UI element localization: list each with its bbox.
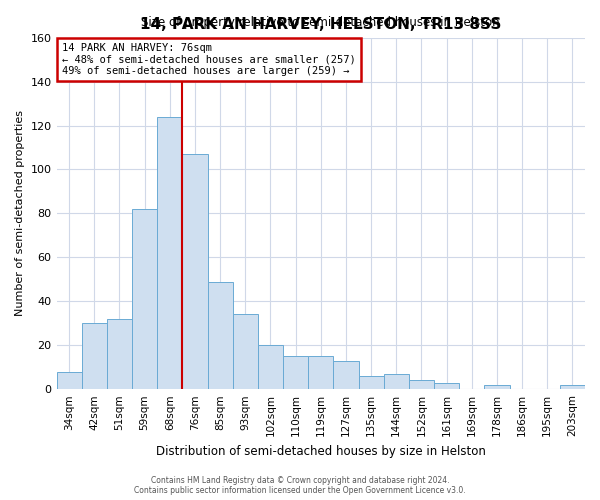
Bar (560, 385, 585, 389)
Bar (258, 345, 283, 389)
Text: Size of property relative to semi-detached houses in Helston: Size of property relative to semi-detach… (142, 16, 500, 29)
Bar (82, 324, 107, 389)
Bar (182, 154, 208, 389)
Bar (157, 116, 182, 389)
Text: Contains HM Land Registry data © Crown copyright and database right 2024.
Contai: Contains HM Land Registry data © Crown c… (134, 476, 466, 495)
Text: 14 PARK AN HARVEY: 76sqm
← 48% of semi-detached houses are smaller (257)
49% of : 14 PARK AN HARVEY: 76sqm ← 48% of semi-d… (62, 43, 356, 76)
Bar (383, 374, 409, 389)
Bar (56, 372, 82, 389)
Bar (283, 356, 308, 389)
Bar (359, 376, 383, 389)
Bar (409, 380, 434, 389)
Bar (132, 209, 157, 389)
Bar (334, 360, 359, 389)
Bar (208, 282, 233, 389)
Bar (308, 356, 334, 389)
Title: 14, PARK AN HARVEY, HELSTON, TR13 8SS: 14, PARK AN HARVEY, HELSTON, TR13 8SS (140, 18, 502, 32)
Bar (434, 382, 459, 389)
Y-axis label: Number of semi-detached properties: Number of semi-detached properties (15, 110, 25, 316)
Bar (233, 314, 258, 389)
Bar (107, 319, 132, 389)
Bar (484, 385, 509, 389)
X-axis label: Distribution of semi-detached houses by size in Helston: Distribution of semi-detached houses by … (156, 444, 486, 458)
